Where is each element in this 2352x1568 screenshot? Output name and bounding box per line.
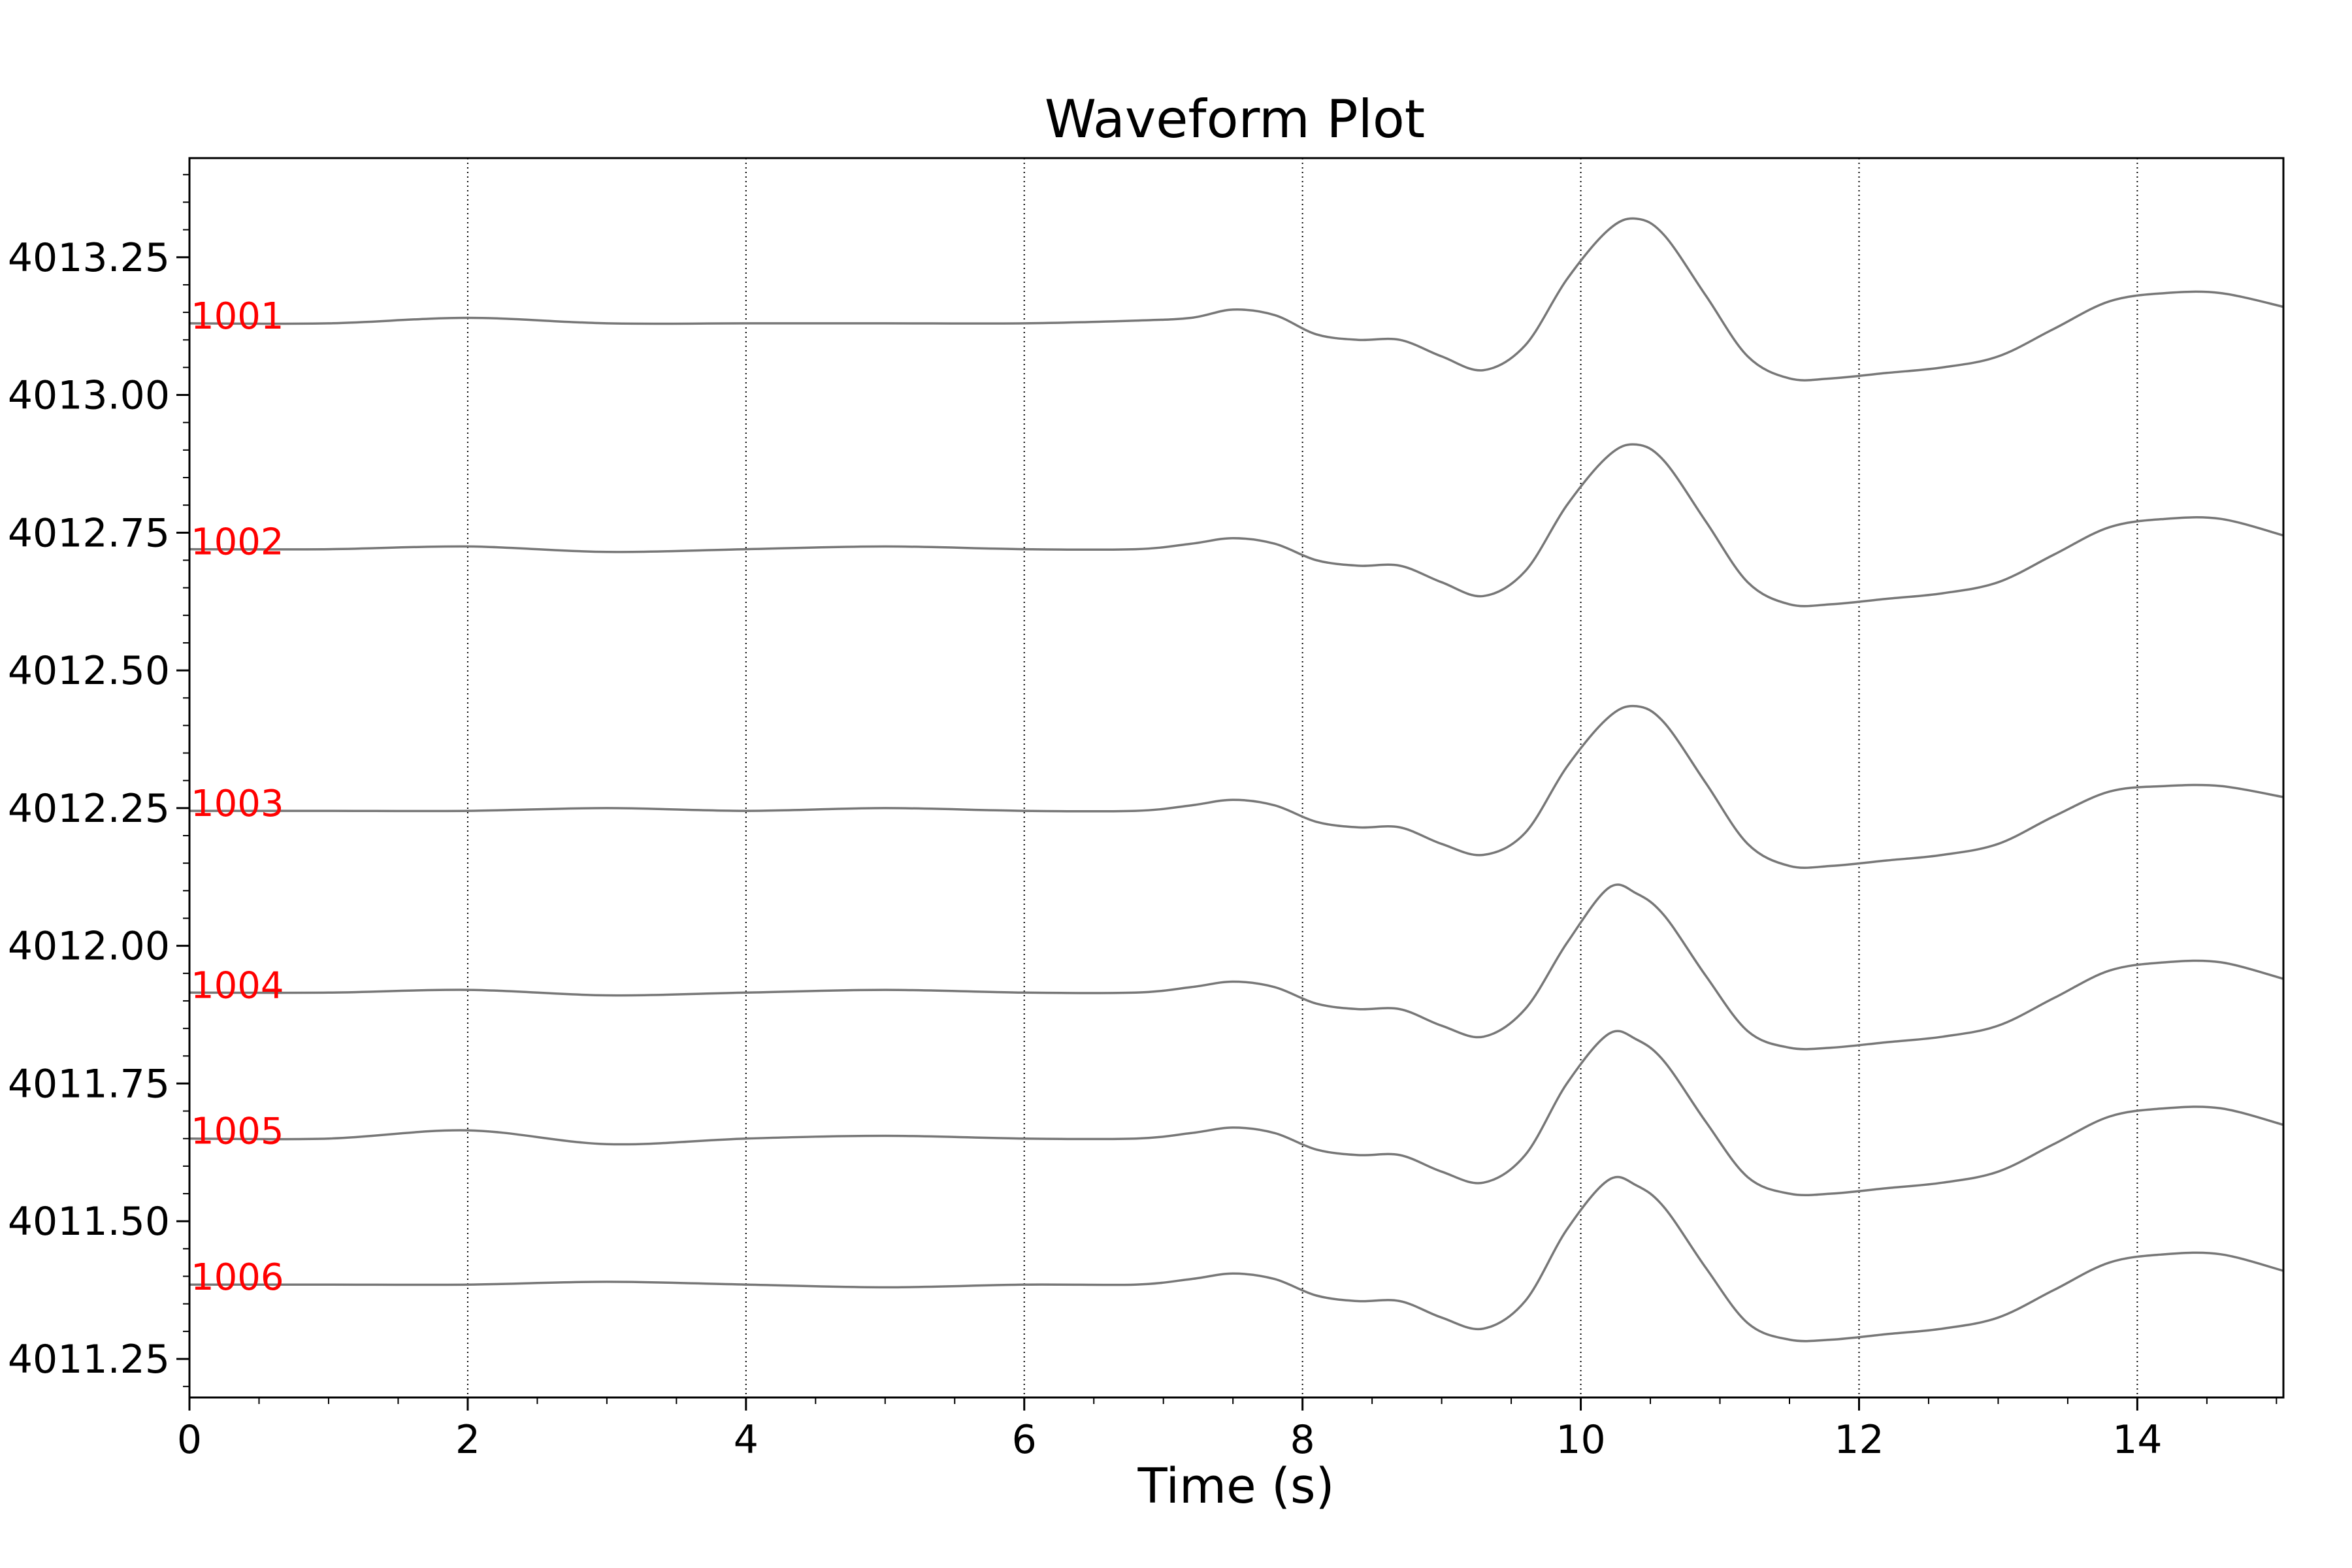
y-tick-label: 4012.00 [8,924,170,970]
waveform-traces [189,217,2284,1343]
x-tick-label: 10 [1556,1417,1605,1463]
x-tick-label: 2 [455,1417,480,1463]
trace-line-1002 [189,443,2284,608]
trace-line-1006 [189,1175,2284,1343]
chart-title: Waveform Plot [1045,89,1425,150]
trace-line-1005 [189,1030,2284,1197]
y-tick-label: 4012.75 [8,510,170,556]
trace-line-1003 [189,704,2284,869]
x-axis-ticks: 0 2 4 6 8 10 12 14 [177,1397,2163,1463]
grid-lines [466,158,2138,1397]
y-tick-label: 4012.50 [8,648,170,694]
x-axis-label: Time (s) [1137,1458,1335,1514]
y-tick-label: 4011.50 [8,1199,170,1245]
trace-line-1004 [189,883,2284,1051]
trace-line-1001 [189,217,2284,382]
y-tick-label: 4011.75 [8,1061,170,1107]
y-tick-label: 4011.25 [8,1337,170,1382]
trace-label-1001: 1001 [191,295,284,338]
y-tick-label: 4012.25 [8,786,170,832]
x-tick-label: 4 [734,1417,759,1463]
trace-label-1005: 1005 [191,1111,284,1153]
trace-labels: 1001 1002 1003 1004 1005 1006 [191,295,284,1299]
trace-label-1006: 1006 [191,1256,284,1299]
minor-ticks [183,174,2278,1404]
x-tick-label: 12 [1834,1417,1884,1463]
y-tick-label: 4013.00 [8,373,170,419]
x-tick-label: 0 [177,1417,202,1463]
x-tick-label: 14 [2112,1417,2162,1463]
x-tick-label: 6 [1012,1417,1037,1463]
plot-frame [188,157,2285,1399]
y-axis-ticks: 4011.25 4011.50 4011.75 4012.00 4012.25 4012.… [8,235,189,1382]
trace-label-1003: 1003 [191,783,284,825]
x-tick-label: 8 [1290,1417,1315,1463]
trace-label-1002: 1002 [191,521,284,564]
trace-label-1004: 1004 [191,964,284,1007]
y-tick-label: 4013.25 [8,235,170,281]
